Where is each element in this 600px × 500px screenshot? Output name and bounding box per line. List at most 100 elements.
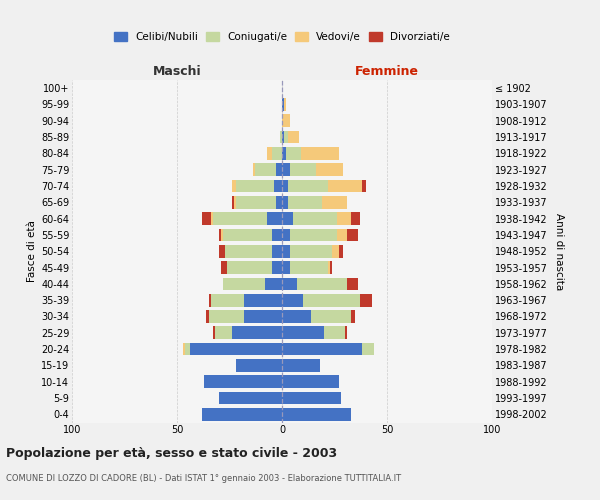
Bar: [316, 164, 343, 176]
Bar: [290, 164, 316, 176]
Bar: [227, 261, 271, 274]
Bar: [271, 261, 282, 274]
Bar: [324, 326, 345, 339]
Bar: [282, 228, 290, 241]
Bar: [284, 130, 289, 143]
Bar: [362, 180, 366, 192]
Bar: [236, 180, 274, 192]
Bar: [219, 245, 226, 258]
Bar: [276, 164, 282, 176]
Bar: [282, 342, 362, 355]
Bar: [282, 392, 341, 404]
Bar: [265, 278, 282, 290]
Bar: [221, 228, 223, 241]
Bar: [328, 180, 362, 192]
Bar: [190, 342, 282, 355]
Bar: [351, 212, 359, 225]
Y-axis label: Anni di nascita: Anni di nascita: [554, 212, 565, 290]
Bar: [253, 164, 254, 176]
Bar: [232, 196, 234, 208]
Bar: [282, 245, 290, 258]
Bar: [209, 294, 211, 306]
Bar: [282, 164, 290, 176]
Bar: [296, 278, 347, 290]
Bar: [271, 228, 282, 241]
Bar: [282, 212, 293, 225]
Bar: [202, 408, 282, 420]
Bar: [221, 261, 227, 274]
Bar: [236, 196, 276, 208]
Text: COMUNE DI LOZZO DI CADORE (BL) - Dati ISTAT 1° gennaio 2003 - Elaborazione TUTTI: COMUNE DI LOZZO DI CADORE (BL) - Dati IS…: [6, 474, 401, 483]
Bar: [282, 359, 320, 372]
Bar: [202, 212, 211, 225]
Bar: [204, 376, 282, 388]
Bar: [347, 278, 358, 290]
Bar: [282, 196, 289, 208]
Bar: [209, 310, 244, 323]
Bar: [215, 326, 232, 339]
Text: Maschi: Maschi: [152, 64, 202, 78]
Bar: [311, 310, 351, 323]
Bar: [184, 342, 185, 355]
Bar: [284, 98, 286, 111]
Legend: Celibi/Nubili, Coniugati/e, Vedovi/e, Divorziati/e: Celibi/Nubili, Coniugati/e, Vedovi/e, Di…: [114, 32, 450, 42]
Bar: [301, 147, 338, 160]
Bar: [282, 180, 289, 192]
Bar: [289, 196, 322, 208]
Bar: [282, 278, 296, 290]
Bar: [276, 196, 282, 208]
Bar: [328, 261, 331, 274]
Bar: [268, 212, 282, 225]
Bar: [282, 294, 303, 306]
Bar: [290, 261, 328, 274]
Bar: [232, 326, 282, 339]
Bar: [351, 310, 355, 323]
Bar: [274, 180, 282, 192]
Bar: [338, 245, 343, 258]
Bar: [236, 359, 282, 372]
Bar: [322, 196, 347, 208]
Bar: [332, 245, 338, 258]
Bar: [219, 392, 282, 404]
Bar: [244, 310, 282, 323]
Bar: [303, 294, 360, 306]
Bar: [254, 164, 276, 176]
Bar: [289, 130, 299, 143]
Bar: [282, 261, 290, 274]
Bar: [211, 212, 213, 225]
Bar: [223, 228, 271, 241]
Bar: [290, 228, 337, 241]
Bar: [232, 180, 236, 192]
Bar: [226, 245, 271, 258]
Bar: [280, 130, 282, 143]
Bar: [223, 278, 265, 290]
Bar: [282, 98, 284, 111]
Text: Femmine: Femmine: [355, 64, 419, 78]
Bar: [337, 212, 352, 225]
Bar: [244, 294, 282, 306]
Bar: [290, 245, 332, 258]
Bar: [206, 310, 209, 323]
Bar: [289, 180, 328, 192]
Bar: [213, 212, 268, 225]
Bar: [213, 326, 215, 339]
Bar: [282, 326, 324, 339]
Bar: [185, 342, 190, 355]
Bar: [282, 114, 290, 127]
Bar: [219, 228, 221, 241]
Text: Popolazione per età, sesso e stato civile - 2003: Popolazione per età, sesso e stato civil…: [6, 448, 337, 460]
Bar: [360, 294, 372, 306]
Bar: [345, 326, 347, 339]
Bar: [234, 196, 236, 208]
Bar: [337, 228, 347, 241]
Bar: [282, 130, 284, 143]
Bar: [286, 147, 301, 160]
Bar: [282, 408, 351, 420]
Bar: [362, 342, 374, 355]
Bar: [268, 147, 271, 160]
Bar: [282, 376, 338, 388]
Bar: [211, 294, 244, 306]
Bar: [282, 310, 311, 323]
Bar: [293, 212, 337, 225]
Bar: [271, 245, 282, 258]
